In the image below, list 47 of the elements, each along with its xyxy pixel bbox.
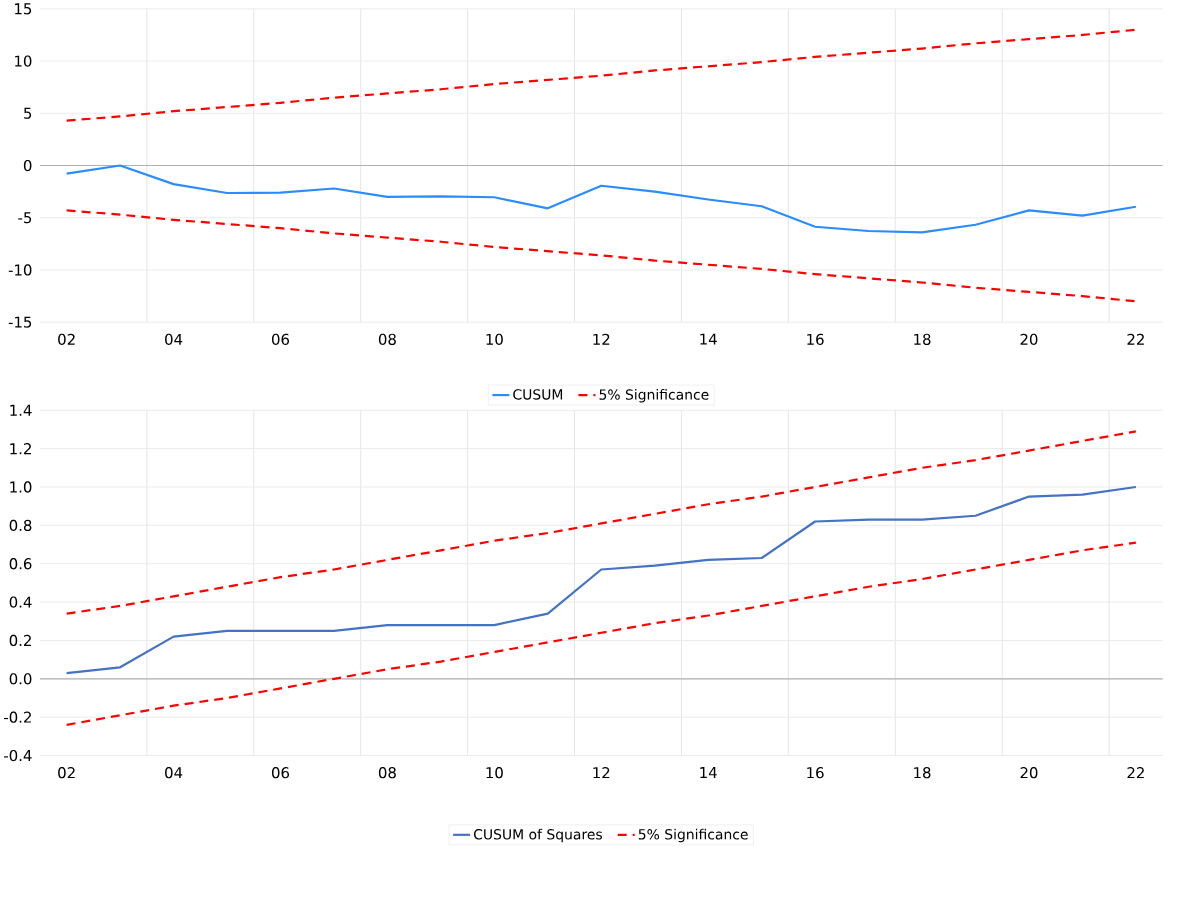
x-tick-label: 16 bbox=[807, 333, 824, 346]
x-tick-label: 18 bbox=[914, 767, 931, 779]
y-tick-label: 5 bbox=[24, 107, 32, 120]
y-tick-label: 1.2 bbox=[10, 443, 31, 455]
x-tick-label: 10 bbox=[486, 333, 503, 346]
x-tick-label: 06 bbox=[271, 333, 290, 346]
legend-label: 5% Significance bbox=[599, 389, 709, 403]
y-tick-label: 1.4 bbox=[10, 405, 32, 416]
y-tick-label: 0.4 bbox=[9, 596, 32, 608]
legend-label: CUSUM of Squares bbox=[473, 828, 602, 843]
x-tick-label: 10 bbox=[486, 767, 503, 779]
x-tick-label: 20 bbox=[1020, 767, 1038, 779]
x-tick-label: 02 bbox=[58, 767, 75, 779]
x-tick-label: 04 bbox=[165, 333, 183, 346]
x-tick-label: 02 bbox=[58, 333, 75, 346]
y-tick-label: 15 bbox=[15, 3, 32, 15]
x-tick-label: 22 bbox=[1127, 767, 1144, 779]
line-series bbox=[65, 209, 1137, 303]
x-tick-label: 08 bbox=[378, 767, 396, 779]
legend-label: 5% Significance bbox=[638, 828, 748, 843]
y-tick-label: 0.0 bbox=[9, 673, 32, 685]
line-series bbox=[65, 164, 1137, 234]
y-tick-label: 0.8 bbox=[9, 519, 32, 532]
y-tick-label: 0.2 bbox=[9, 635, 31, 647]
x-tick-label: 12 bbox=[593, 333, 610, 345]
y-tick-label: 0.6 bbox=[9, 558, 32, 570]
x-tick-label: 14 bbox=[700, 767, 717, 779]
y-tick-label: 1.0 bbox=[10, 481, 32, 493]
y-tick-label: -0.4 bbox=[4, 750, 32, 762]
y-tick-label: 10 bbox=[15, 55, 32, 67]
y-tick-label: -15 bbox=[8, 316, 32, 328]
x-tick-label: 20 bbox=[1020, 333, 1038, 346]
x-tick-label: 22 bbox=[1127, 333, 1144, 345]
x-tick-label: 18 bbox=[914, 333, 931, 346]
x-tick-label: 08 bbox=[378, 333, 396, 346]
x-tick-label: 16 bbox=[807, 767, 824, 779]
x-tick-label: 12 bbox=[593, 767, 610, 779]
y-tick-label: -10 bbox=[8, 264, 32, 276]
y-tick-label: -5 bbox=[18, 212, 32, 224]
line-series bbox=[65, 28, 1137, 122]
x-tick-label: 06 bbox=[271, 767, 290, 779]
y-tick-label: -0.2 bbox=[4, 711, 31, 724]
y-tick-label: 0 bbox=[23, 160, 32, 172]
x-tick-label: 04 bbox=[165, 767, 183, 779]
line-series bbox=[65, 430, 1137, 615]
x-tick-label: 14 bbox=[700, 333, 717, 345]
legend-label: CUSUM bbox=[513, 389, 563, 400]
